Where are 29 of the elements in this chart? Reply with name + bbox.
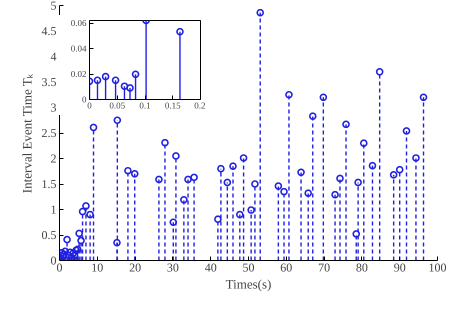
y-tick-label: 0.06 [70,18,87,28]
x-tick-label: 0.1 [139,100,151,110]
y-tick-label: 0.5 [42,228,56,242]
x-tick-label: 100 [428,260,446,274]
y-tick-label: 4 [50,50,56,64]
y-tick-label: 3 [50,100,56,114]
y-tick-label: 1.5 [42,177,56,191]
x-tick-label: 60 [280,260,292,274]
y-tick-label: 1 [50,202,56,216]
x-tick-label: 0.15 [164,100,182,110]
x-tick-label: 50 [242,260,254,274]
y-tick-label: 4.5 [42,24,56,38]
y-tick-label: 5 [50,0,56,12]
x-tick-label: 20 [129,260,142,274]
y-tick-label: 2.5 [42,126,56,140]
y-axis-title: Interval Event Time Tₖ [20,73,34,194]
x-tick-label: 70 [318,260,330,274]
x-axis-title: Times(s) [226,276,272,292]
x-tick-label: 90 [394,260,406,274]
x-tick-label: 30 [166,260,179,274]
x-tick-label: 80 [356,260,368,274]
y-tick-label: 3.5 [42,75,56,89]
x-tick-label: 10 [91,260,104,274]
x-tick-label: 0.2 [194,100,206,110]
y-tick-label: 0.02 [70,69,86,80]
x-tick-label: 40 [204,260,217,274]
y-tick-label: 0.04 [70,44,87,54]
x-tick-label: 0.05 [109,100,126,110]
y-tick-label: 2 [50,152,56,166]
